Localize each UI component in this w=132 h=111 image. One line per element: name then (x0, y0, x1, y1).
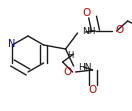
Text: O: O (88, 85, 97, 95)
Text: O: O (63, 67, 72, 77)
Text: N: N (8, 39, 15, 49)
Text: O: O (82, 8, 91, 18)
Text: NH: NH (83, 27, 96, 36)
Text: H: H (67, 52, 74, 60)
Text: HN: HN (79, 62, 92, 71)
Text: O: O (116, 25, 124, 35)
